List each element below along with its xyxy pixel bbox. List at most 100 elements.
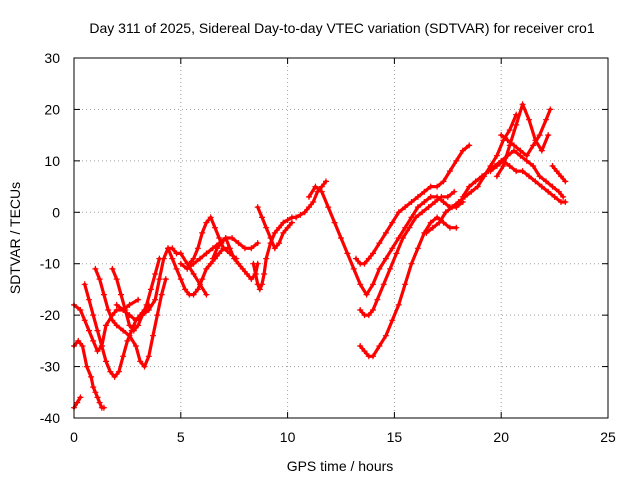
data-point	[252, 271, 259, 277]
data-point	[190, 255, 197, 262]
data-point	[190, 260, 197, 267]
data-point	[145, 307, 152, 313]
data-point	[493, 163, 500, 169]
series-line	[211, 236, 260, 281]
data-point	[436, 219, 443, 226]
data-point	[380, 281, 387, 288]
series-track-17	[357, 214, 460, 360]
data-point	[254, 240, 261, 247]
data-point	[421, 188, 428, 195]
data-point	[374, 296, 381, 303]
data-point	[519, 168, 526, 175]
x-tick-label: 25	[600, 429, 616, 445]
data-point	[254, 204, 261, 211]
data-point	[414, 245, 421, 252]
data-point	[96, 276, 103, 283]
data-point	[438, 193, 445, 200]
data-point	[288, 219, 295, 226]
data-point	[429, 224, 436, 231]
data-point	[451, 188, 458, 195]
data-point	[293, 214, 300, 221]
data-point	[365, 312, 372, 319]
data-point	[214, 245, 221, 252]
data-point	[77, 394, 84, 401]
axis-ticks: 0 5 10 15 20 25 -40 -30 -20 -10 0 10 20 30	[40, 50, 616, 445]
data-point	[218, 240, 225, 247]
data-point	[259, 281, 265, 288]
data-point	[468, 188, 475, 195]
data-point	[199, 229, 206, 236]
data-point	[135, 322, 142, 329]
data-point	[271, 229, 278, 236]
data-point	[402, 204, 409, 211]
data-point	[553, 168, 560, 175]
data-point	[244, 271, 250, 277]
data-point	[203, 291, 210, 298]
data-point	[459, 193, 466, 200]
data-point	[115, 368, 122, 375]
data-point	[276, 240, 283, 247]
data-point	[96, 399, 103, 406]
data-point	[120, 307, 127, 313]
data-point	[182, 286, 189, 293]
data-point	[414, 204, 421, 211]
data-point	[92, 265, 99, 272]
data-point	[382, 255, 389, 262]
y-tick-label: 0	[52, 204, 60, 220]
data-point	[301, 209, 308, 216]
data-point	[500, 163, 507, 169]
data-point	[79, 343, 86, 349]
x-axis-label: GPS time / hours	[287, 458, 394, 474]
data-point	[538, 183, 545, 190]
data-point	[263, 224, 270, 231]
series-track-5	[92, 265, 169, 370]
data-point	[427, 219, 434, 226]
data-point	[389, 317, 396, 324]
data-point	[90, 384, 97, 391]
data-point	[357, 281, 364, 288]
data-point	[434, 214, 441, 221]
chart-title: Day 311 of 2025, Sidereal Day-to-day VTE…	[89, 20, 594, 36]
data-point	[382, 229, 389, 236]
data-point	[408, 199, 415, 205]
data-point	[506, 163, 513, 169]
data-point	[419, 209, 426, 216]
y-tick-label: -10	[40, 256, 60, 272]
data-point	[395, 301, 402, 308]
data-point	[323, 178, 329, 185]
data-point	[263, 255, 270, 262]
data-point	[414, 193, 421, 200]
data-point	[280, 229, 287, 236]
series-track-16	[357, 188, 458, 319]
data-point	[86, 327, 92, 334]
data-point	[472, 178, 479, 185]
series-track-22	[493, 101, 552, 180]
data-point	[77, 307, 84, 313]
data-point	[103, 358, 109, 365]
data-point	[455, 199, 462, 205]
data-point	[143, 301, 150, 308]
data-point	[216, 235, 223, 241]
data-point	[532, 137, 539, 144]
data-point	[504, 137, 511, 144]
data-point	[406, 224, 413, 231]
y-tick-label: -20	[40, 307, 60, 323]
data-point	[532, 178, 539, 185]
series-line	[550, 164, 567, 183]
data-point	[141, 363, 148, 370]
data-point	[466, 183, 473, 190]
data-point	[162, 276, 169, 283]
series-line	[93, 267, 168, 369]
data-point	[545, 188, 552, 195]
data-point	[276, 224, 283, 231]
data-point	[551, 193, 558, 200]
data-point	[194, 286, 201, 293]
data-point	[100, 291, 107, 298]
data-point	[526, 173, 532, 180]
plot-frame	[73, 57, 609, 419]
data-point	[427, 193, 434, 200]
data-point	[399, 235, 406, 241]
data-point	[376, 343, 383, 349]
data-point	[152, 271, 159, 277]
series-line	[110, 257, 161, 333]
